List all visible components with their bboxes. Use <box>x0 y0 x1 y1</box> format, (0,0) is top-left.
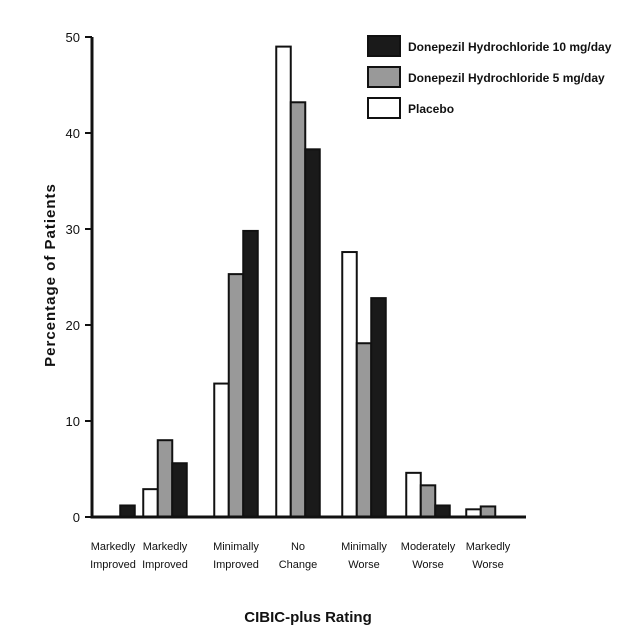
y-tick-label: 40 <box>66 126 80 141</box>
bar <box>242 229 259 518</box>
bars-group <box>119 45 497 519</box>
y-tick-label: 30 <box>66 222 80 237</box>
category-label: Worse <box>412 559 444 571</box>
axes-group: 0 10 20 30 40 50 Markedly Improved Markedly Impro… <box>66 30 526 571</box>
y-axis-label: Percentage of Patients <box>42 183 59 367</box>
category-label: Change <box>279 559 318 571</box>
legend-swatch <box>367 35 401 57</box>
bar <box>275 45 292 518</box>
bar <box>227 273 245 518</box>
y-tick-label: 50 <box>66 30 80 45</box>
legend-swatch <box>367 66 401 88</box>
legend: Donepezil Hydrochloride 10 mg/day Donepez… <box>367 35 612 119</box>
y-tick-label: 0 <box>73 510 80 525</box>
bar <box>304 148 321 518</box>
bar <box>213 382 230 518</box>
category-label: Minimally <box>341 541 387 553</box>
bar <box>171 462 188 518</box>
bar <box>370 297 387 518</box>
bar <box>434 504 451 519</box>
category-label: Worse <box>472 559 504 571</box>
x-axis-label: CIBIC-plus Rating <box>244 609 372 626</box>
category-label: Improved <box>213 559 259 571</box>
bar <box>419 484 437 519</box>
bar <box>405 471 422 518</box>
category-label: Markedly <box>91 541 136 553</box>
bar <box>355 342 373 518</box>
category-label: Markedly <box>143 541 188 553</box>
category-label: Worse <box>348 559 380 571</box>
legend-label: Donepezil Hydrochloride 5 mg/day <box>408 71 605 85</box>
category-label: Improved <box>142 559 188 571</box>
bar <box>119 504 136 519</box>
category-label: Moderately <box>401 541 456 553</box>
category-label: Markedly <box>466 541 511 553</box>
bar <box>156 439 174 519</box>
bar <box>142 488 159 519</box>
legend-label: Donepezil Hydrochloride 10 mg/day <box>408 40 612 54</box>
y-tick-label: 20 <box>66 318 80 333</box>
category-label: Improved <box>90 559 136 571</box>
category-label: No <box>291 541 305 553</box>
legend-label: Placebo <box>408 102 454 116</box>
bar <box>479 505 497 519</box>
bar <box>289 101 307 518</box>
y-tick-label: 10 <box>66 414 80 429</box>
legend-swatch <box>367 97 401 119</box>
bar <box>341 251 358 518</box>
category-label: Minimally <box>213 541 259 553</box>
